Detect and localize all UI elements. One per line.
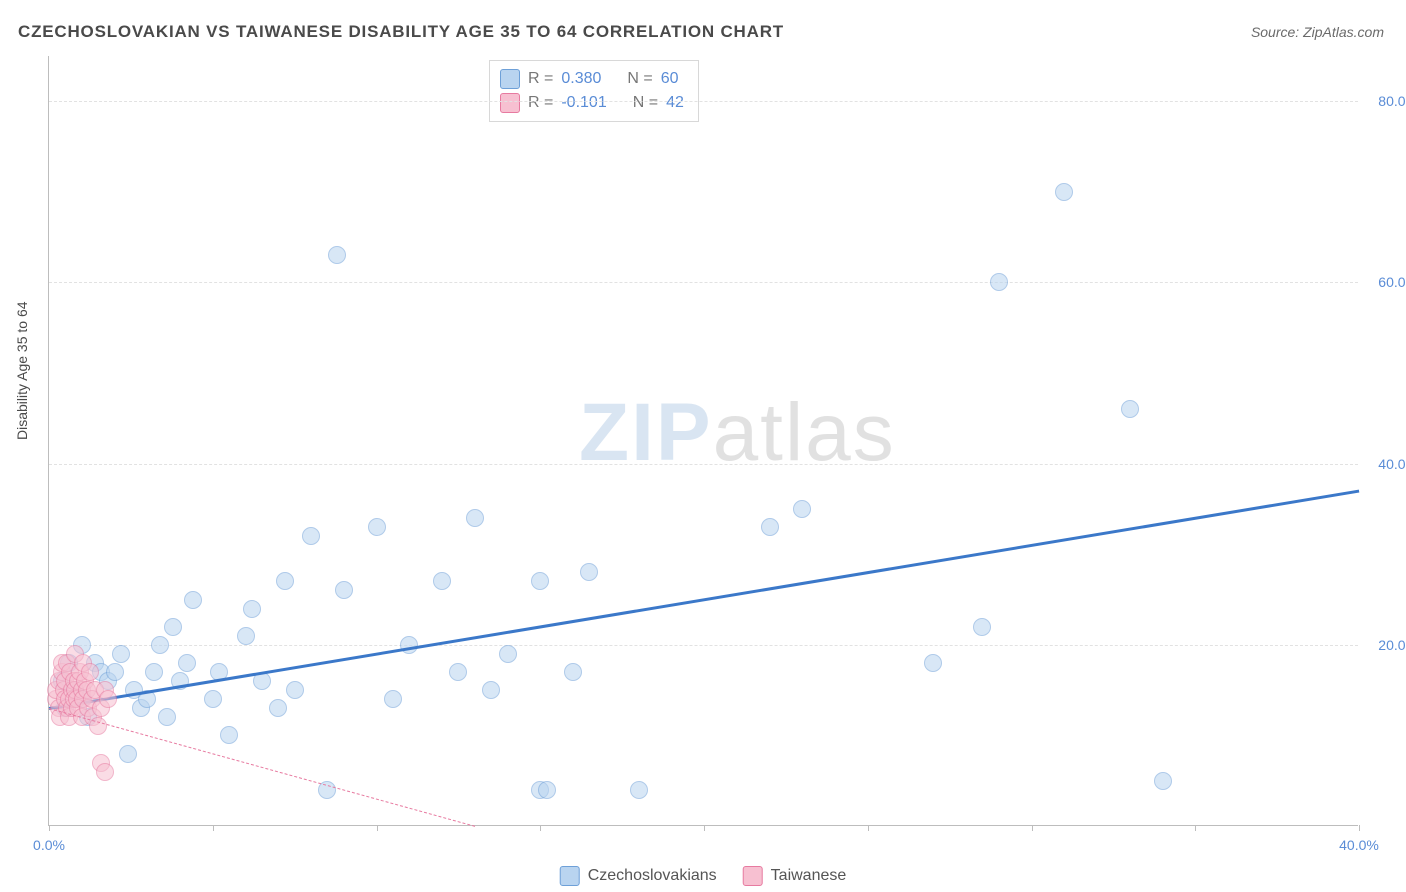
scatter-point [538, 781, 556, 799]
scatter-point [564, 663, 582, 681]
scatter-point [328, 246, 346, 264]
scatter-point [990, 273, 1008, 291]
x-tick [1195, 825, 1196, 831]
scatter-point [1121, 400, 1139, 418]
scatter-point [433, 572, 451, 590]
gridline-h [49, 101, 1358, 102]
x-tick-label: 40.0% [1339, 837, 1379, 853]
x-tick [704, 825, 705, 831]
legend-swatch [500, 93, 520, 113]
r-label: R = [528, 70, 553, 88]
x-tick [868, 825, 869, 831]
scatter-point [1154, 772, 1172, 790]
gridline-h [49, 282, 1358, 283]
chart-title: CZECHOSLOVAKIAN VS TAIWANESE DISABILITY … [18, 22, 784, 42]
x-tick [49, 825, 50, 831]
scatter-point [499, 645, 517, 663]
watermark: ZIPatlas [579, 386, 896, 480]
source-attribution: Source: ZipAtlas.com [1251, 24, 1384, 40]
scatter-point [973, 618, 991, 636]
scatter-point [761, 518, 779, 536]
scatter-point [286, 681, 304, 699]
legend-swatch [500, 69, 520, 89]
x-tick [377, 825, 378, 831]
r-value: -0.101 [561, 94, 606, 112]
gridline-h [49, 464, 1358, 465]
scatter-point [335, 581, 353, 599]
scatter-point [1055, 183, 1073, 201]
scatter-point [81, 663, 99, 681]
scatter-point [302, 527, 320, 545]
n-label: N = [627, 70, 652, 88]
scatter-point [145, 663, 163, 681]
scatter-point [151, 636, 169, 654]
scatter-point [384, 690, 402, 708]
scatter-point [580, 563, 598, 581]
y-tick-label: 20.0% [1364, 637, 1406, 653]
x-tick-label: 0.0% [33, 837, 65, 853]
scatter-point [466, 509, 484, 527]
y-axis-label: Disability Age 35 to 64 [14, 301, 30, 440]
legend-stats-row: R = 0.380 N = 60 [500, 67, 684, 91]
scatter-point [482, 681, 500, 699]
legend-label: Czechoslovakians [588, 867, 717, 885]
scatter-point [793, 500, 811, 518]
scatter-point [243, 600, 261, 618]
n-value: 42 [666, 94, 684, 112]
legend-swatch [560, 866, 580, 886]
legend-stats-box: R =0.380N =60R =-0.101N =42 [489, 60, 699, 122]
source-value: ZipAtlas.com [1303, 24, 1384, 40]
n-value: 60 [661, 70, 679, 88]
scatter-point [112, 645, 130, 663]
x-tick [540, 825, 541, 831]
scatter-point [158, 708, 176, 726]
scatter-point [531, 572, 549, 590]
legend-item: Taiwanese [743, 866, 847, 886]
scatter-point [924, 654, 942, 672]
scatter-point [630, 781, 648, 799]
trend-line [49, 489, 1359, 709]
n-label: N = [633, 94, 658, 112]
r-label: R = [528, 94, 553, 112]
legend-bottom: Czechoslovakians Taiwanese [560, 866, 847, 886]
scatter-point [119, 745, 137, 763]
scatter-point [449, 663, 467, 681]
r-value: 0.380 [561, 70, 601, 88]
plot-area: ZIPatlas R =0.380N =60R =-0.101N =42 20.… [48, 56, 1358, 826]
scatter-point [204, 690, 222, 708]
scatter-point [178, 654, 196, 672]
gridline-h [49, 645, 1358, 646]
scatter-point [164, 618, 182, 636]
y-tick-label: 40.0% [1364, 456, 1406, 472]
y-tick-label: 80.0% [1364, 93, 1406, 109]
x-tick [1359, 825, 1360, 831]
scatter-point [368, 518, 386, 536]
scatter-point [106, 663, 124, 681]
x-tick [1032, 825, 1033, 831]
legend-swatch [743, 866, 763, 886]
scatter-point [220, 726, 238, 744]
scatter-point [99, 690, 117, 708]
legend-label: Taiwanese [771, 867, 847, 885]
x-tick [213, 825, 214, 831]
legend-stats-row: R = -0.101 N = 42 [500, 91, 684, 115]
y-tick-label: 60.0% [1364, 274, 1406, 290]
scatter-point [184, 591, 202, 609]
legend-item: Czechoslovakians [560, 866, 717, 886]
scatter-point [96, 763, 114, 781]
source-label: Source: [1251, 24, 1299, 40]
scatter-point [237, 627, 255, 645]
scatter-point [276, 572, 294, 590]
scatter-point [269, 699, 287, 717]
